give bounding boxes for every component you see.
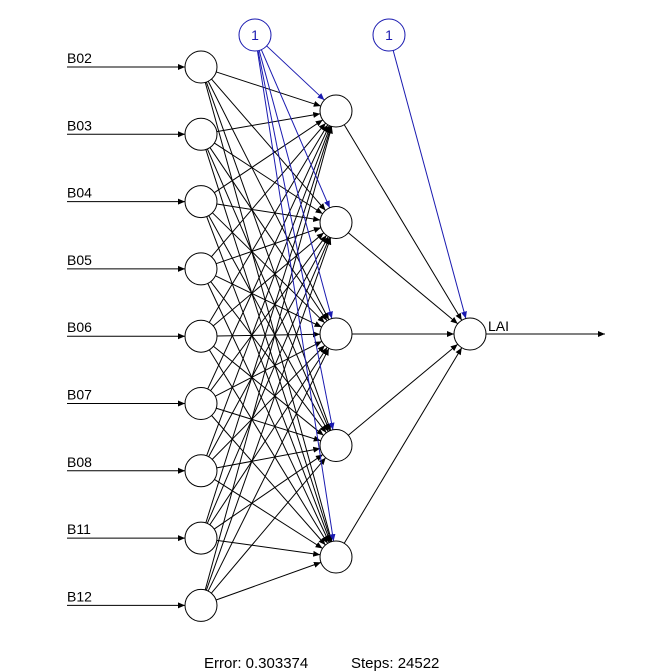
bias-node-output-label: 1	[385, 27, 393, 43]
weight-edge-b12-h2	[205, 237, 332, 591]
weight-edge-b07-h4	[216, 407, 321, 442]
input-label-b06: B06	[67, 319, 92, 335]
weight-edge-b12-h4	[210, 457, 327, 594]
input-node-b05	[184, 252, 218, 286]
input-label-b03: B03	[67, 117, 92, 133]
input-node-b04	[184, 185, 218, 219]
node-layer	[184, 18, 487, 622]
weight-edge-b06-h5	[208, 349, 329, 544]
weight-edge-b06-h2	[212, 232, 325, 327]
input-label-b11: B11	[67, 521, 91, 537]
weight-edge-b07-h1	[207, 125, 330, 390]
bias-edge-h4	[257, 50, 335, 430]
bias-edge-h5	[256, 50, 336, 542]
weight-edge-b07-h3	[214, 340, 323, 397]
weight-edge-b08-h1	[206, 125, 331, 456]
bias-node-hidden-label: 1	[251, 27, 259, 43]
weight-edge-b04-h3	[212, 212, 325, 324]
input-node-b08	[184, 454, 218, 488]
input-node-b07	[184, 387, 218, 420]
input-label-b02: B02	[67, 50, 92, 66]
weight-edge-b04-h2	[216, 203, 321, 222]
input-label-b08: B08	[67, 454, 92, 470]
input-label-b05: B05	[67, 252, 92, 268]
input-node-b06	[184, 319, 218, 353]
input-node-b11	[184, 521, 218, 555]
hidden-node-5	[319, 540, 353, 574]
error-label: Error: 0.303374	[204, 655, 308, 672]
output-node	[453, 317, 487, 351]
weight-edge-b06-h3	[216, 331, 321, 338]
input-node-b12	[184, 588, 218, 622]
input-label-b12: B12	[67, 588, 92, 604]
weight-edge-b08-h4	[216, 446, 321, 469]
weight-edge-b02-h1	[216, 71, 321, 107]
weight-edge-b08-h5	[214, 478, 323, 549]
input-node-b02	[184, 50, 218, 84]
input-label-b04: B04	[67, 185, 92, 201]
weight-edge-b12-h1	[204, 126, 333, 591]
bias-node-hidden	[238, 18, 272, 52]
weight-edge-b12-h3	[207, 348, 330, 592]
hidden-node-4	[319, 429, 353, 462]
weight-edge-b05-h3	[215, 275, 322, 328]
input-label-b07: B07	[67, 387, 92, 403]
hidden-node-3	[319, 317, 353, 351]
weight-edge-b11-h5	[216, 539, 321, 557]
weight-edge-b06-h4	[213, 345, 324, 436]
bias-edge-output	[392, 50, 467, 319]
weight-edge-h1-output	[343, 124, 463, 321]
weight-edge-b05-h1	[211, 122, 326, 258]
hidden-node-1	[319, 94, 353, 128]
weight-edge-b07-h2	[210, 235, 327, 391]
weight-edge-h4-output	[347, 343, 459, 436]
weight-edge-b07-h5	[211, 415, 326, 546]
weight-edge-b11-h1	[205, 126, 332, 523]
weight-edge-b12-h5	[215, 561, 322, 601]
weight-edge-b04-h1	[214, 119, 323, 194]
weight-edge-b11-h2	[206, 237, 331, 524]
weight-edge-b11-h3	[209, 347, 328, 526]
output-label: LAI	[488, 318, 509, 334]
bias-edge-h1	[266, 45, 325, 101]
weight-edge-b03-h2	[214, 142, 323, 215]
weight-edge-b08-h3	[211, 345, 326, 460]
weight-edge-b02-h3	[207, 81, 330, 320]
weight-edge-h5-output	[343, 347, 463, 544]
edge-layer	[67, 45, 605, 609]
weight-edge-b08-h2	[208, 236, 329, 457]
hidden-node-2	[319, 206, 353, 239]
steps-label: Steps: 24522	[351, 655, 439, 672]
weight-edge-b02-h5	[204, 82, 333, 542]
bias-edge-h2	[260, 49, 331, 209]
weight-edge-b03-h3	[209, 147, 328, 322]
weight-edge-b06-h1	[208, 124, 329, 323]
bias-edge-h3	[258, 50, 333, 319]
input-node-b03	[184, 117, 218, 151]
weight-edge-b05-h2	[215, 227, 322, 265]
label-layer: B02 B03 B04 B05 B06 B07 B08 B11 B12 LAI 1 1	[67, 27, 509, 604]
bias-node-output	[372, 18, 406, 52]
weight-edge-h2-output	[347, 232, 459, 325]
